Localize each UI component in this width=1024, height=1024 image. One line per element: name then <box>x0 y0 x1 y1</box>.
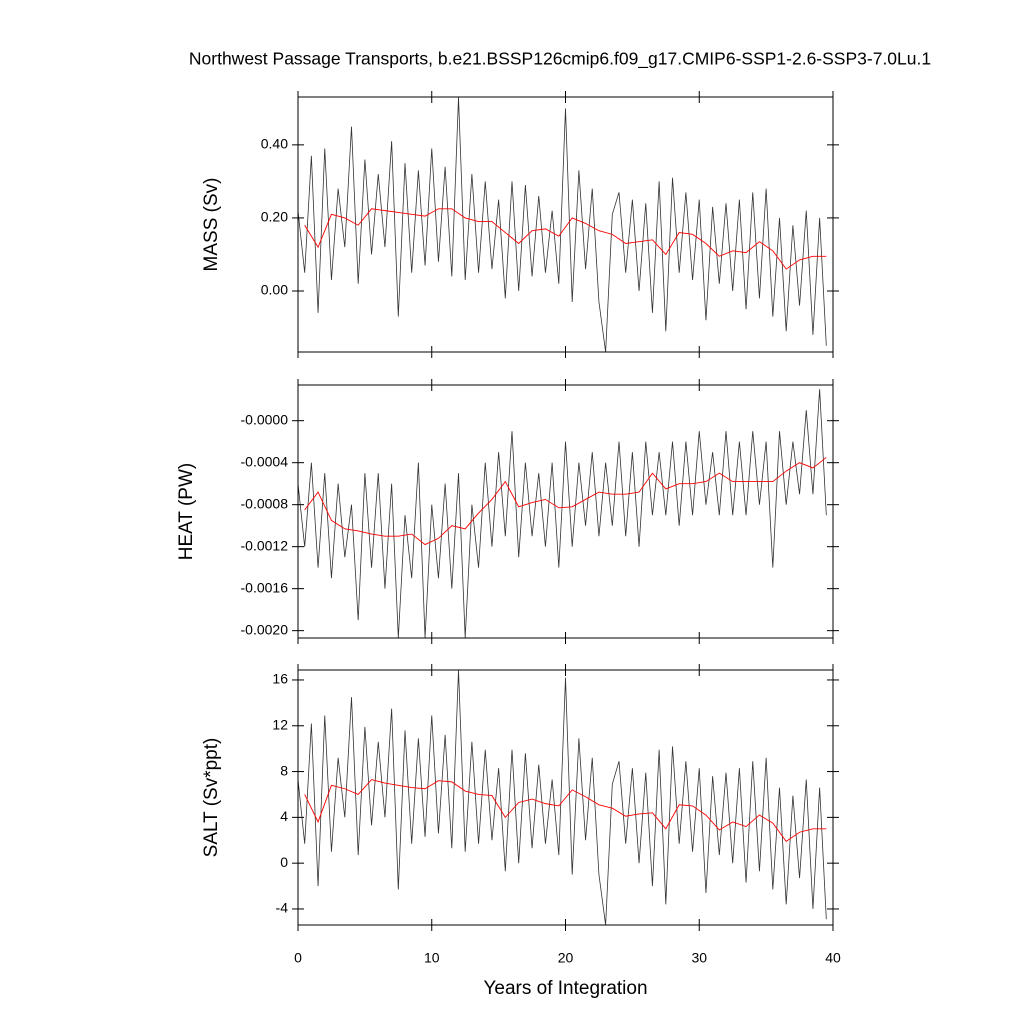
data-line <box>298 670 827 925</box>
x-tick-label: 10 <box>424 950 440 966</box>
plot-frame <box>297 384 834 639</box>
plot-frame <box>297 96 834 353</box>
y-tick-label: -0.0020 <box>241 621 289 637</box>
y-tick-label: 12 <box>272 716 288 732</box>
y-tick-label: -0.0008 <box>241 495 289 511</box>
x-tick-label: 40 <box>825 950 841 966</box>
x-tick-label: 20 <box>558 950 574 966</box>
y-axis-label: MASS (Sv) <box>201 178 222 272</box>
y-tick-label: 0.20 <box>261 209 288 225</box>
chart-title: Northwest Passage Transports, b.e21.BSSP… <box>189 49 931 70</box>
y-tick-label: 16 <box>272 671 288 687</box>
y-tick-label: -0.0004 <box>241 453 289 469</box>
data-line <box>304 208 827 270</box>
x-tick-label: 30 <box>691 950 707 966</box>
y-tick-label: -0.0016 <box>241 579 289 595</box>
y-tick-label: -0.0012 <box>241 537 289 553</box>
y-tick-label: 0.40 <box>261 136 288 152</box>
x-tick-label: 0 <box>294 950 302 966</box>
x-axis-label: Years of Integration <box>483 978 647 999</box>
y-axis-label: SALT (Sv*ppt) <box>201 738 222 858</box>
y-tick-label: 8 <box>280 762 288 778</box>
y-tick-label: 0.00 <box>261 282 288 298</box>
data-line <box>304 457 827 546</box>
y-tick-label: 4 <box>280 808 288 824</box>
data-line <box>298 97 827 352</box>
y-tick-label: -4 <box>276 900 289 916</box>
y-axis-label: HEAT (PW) <box>176 463 197 560</box>
y-tick-label: -0.0000 <box>241 411 289 427</box>
y-tick-label: 0 <box>280 854 288 870</box>
data-line <box>298 389 827 638</box>
data-line <box>304 779 827 843</box>
